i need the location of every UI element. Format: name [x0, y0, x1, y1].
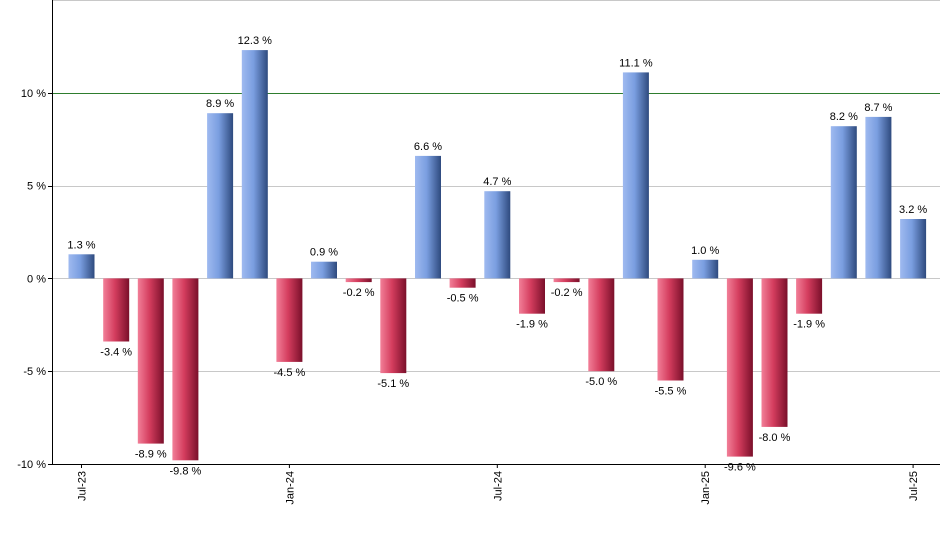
data-labels: 1.3 % -3.4 % -8.9 %-9.8 % 8.9 % 12.3 % -4.5 %…	[67, 35, 927, 477]
bar-Dec-23	[241, 50, 268, 279]
data-label-Apr-25: -1.9 %	[793, 319, 825, 331]
bar-May-25	[830, 126, 857, 279]
y-tick-label: 5 %	[27, 181, 46, 193]
x-tick-label: Jan-25	[700, 471, 712, 505]
data-label-Jan-25: 1.0 %	[691, 245, 719, 257]
bar-Oct-23	[172, 278, 199, 461]
data-label-Feb-25: -9.6 %	[724, 462, 756, 474]
data-label-Jul-23: 1.3 %	[67, 239, 95, 251]
data-label-Aug-24: -1.9 %	[516, 319, 548, 331]
bar-Jul-24	[484, 191, 511, 279]
bar-Oct-24	[588, 278, 615, 372]
data-label-Dec-23: 12.3 %	[238, 35, 272, 47]
x-tick-label: Jul-24	[492, 471, 504, 501]
bar-Aug-24	[519, 278, 545, 314]
data-label-Apr-24: -5.1 %	[377, 378, 409, 390]
y-tick-label: -10 %	[17, 459, 46, 471]
bars	[68, 50, 927, 461]
bar-Jun-25	[865, 116, 892, 279]
x-tick-label: Jul-23	[77, 471, 89, 501]
bar-Jan-25	[692, 259, 719, 279]
data-label-Oct-24: -5.0 %	[585, 376, 617, 388]
bar-Apr-25	[796, 278, 823, 314]
data-label-Jun-25: 8.7 %	[864, 102, 892, 114]
bar-Mar-25	[761, 278, 788, 427]
data-label-May-24: 6.6 %	[414, 141, 442, 153]
bar-Jul-25	[900, 219, 927, 279]
data-label-May-25: 8.2 %	[830, 111, 858, 123]
bar-Aug-23	[103, 278, 130, 342]
bar-Dec-24	[657, 278, 684, 381]
data-label-Dec-24: -5.5 %	[655, 386, 687, 398]
bar-Sep-23	[137, 278, 164, 444]
data-label-Sep-23: -8.9 %	[135, 449, 167, 461]
bar-Feb-24	[311, 261, 337, 279]
bar-Jan-24	[276, 278, 303, 362]
data-label-Mar-25: -8.0 %	[759, 432, 791, 444]
data-label-Jan-24: -4.5 %	[274, 367, 306, 379]
y-tick-label: 10 %	[21, 88, 46, 100]
bar-Apr-24	[380, 278, 407, 374]
y-tick-label: 0 %	[27, 273, 46, 285]
y-axis-ticks: -10 % -5 % 0 % 5 % 10 %	[17, 88, 52, 471]
y-tick-label: -5 %	[23, 366, 46, 378]
data-label-Sep-24: -0.2 %	[551, 287, 583, 299]
bar-May-24	[415, 155, 441, 279]
data-label-Feb-24: 0.9 %	[310, 247, 338, 259]
data-label-Oct-23: -9.8 %	[170, 465, 202, 477]
bar-Jul-23	[68, 254, 95, 279]
x-tick-label: Jan-24	[284, 471, 296, 505]
data-label-Jul-24: 4.7 %	[483, 176, 511, 188]
data-label-Nov-23: 8.9 %	[206, 98, 234, 110]
bar-Sep-24	[553, 278, 580, 283]
bar-Nov-23	[207, 113, 234, 279]
bar-Nov-24	[622, 72, 649, 279]
bar-Jun-24	[449, 278, 476, 288]
data-label-Aug-23: -3.4 %	[100, 347, 132, 359]
data-label-Mar-24: -0.2 %	[343, 287, 375, 299]
data-label-Nov-24: 11.1 %	[619, 57, 653, 69]
axes	[52, 0, 940, 465]
x-axis-ticks: Jul-23 Jan-24 Jul-24 Jan-25 Jul-25	[77, 464, 920, 505]
data-label-Jun-24: -0.5 %	[447, 293, 479, 305]
data-label-Jul-25: 3.2 %	[899, 204, 927, 216]
bar-Feb-25	[726, 278, 753, 457]
x-tick-label: Jul-25	[908, 471, 920, 501]
bar-Mar-24	[345, 278, 372, 283]
